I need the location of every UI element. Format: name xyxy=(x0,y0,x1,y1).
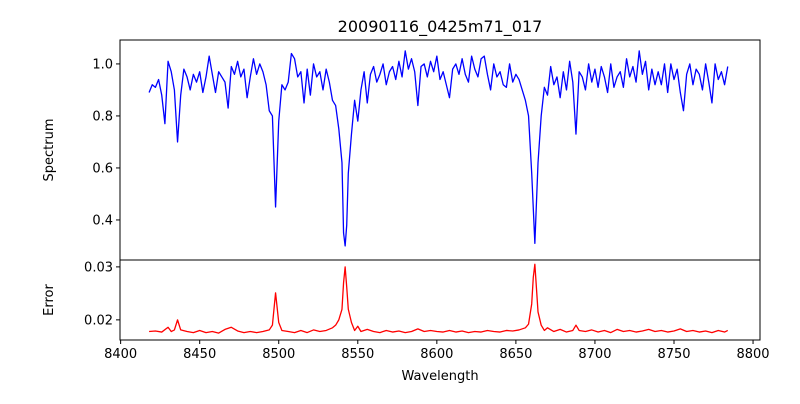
x-axis-label: Wavelength xyxy=(401,369,478,384)
y-tick-label: 1.0 xyxy=(92,57,113,72)
x-tick-label: 8450 xyxy=(183,347,216,362)
x-tick-label: 8400 xyxy=(104,347,137,362)
error-ylabel: Error xyxy=(42,284,57,316)
x-tick-label: 8600 xyxy=(420,347,453,362)
series-line-spectrum xyxy=(148,50,729,247)
x-tick-label: 8750 xyxy=(657,347,690,362)
x-tick-label: 8650 xyxy=(499,347,532,362)
spectrum-panel: 0.4 0.6 0.8 1.0 xyxy=(92,39,761,261)
y-tick-label: 0.02 xyxy=(84,313,113,328)
x-tick-label: 8500 xyxy=(262,347,295,362)
x-tick-label: 8800 xyxy=(736,347,769,362)
axes-frame xyxy=(119,39,761,261)
x-tick-label: 8550 xyxy=(341,347,374,362)
y-tick-label: 0.6 xyxy=(92,161,113,176)
spectrum-ylabel: Spectrum xyxy=(42,119,57,182)
y-tick-label: 0.4 xyxy=(92,213,113,228)
x-tick-label: 8700 xyxy=(578,347,611,362)
axes-frame xyxy=(119,259,761,341)
error-panel: 0.02 0.03 8400 8450 8500 8550 8600 8650 8700 8750… xyxy=(84,259,770,362)
y-tick-label: 0.8 xyxy=(92,109,113,124)
chart-title: 20090116_0425m71_017 xyxy=(338,17,543,37)
series-line-error xyxy=(149,263,729,334)
y-tick-label: 0.03 xyxy=(84,260,113,275)
